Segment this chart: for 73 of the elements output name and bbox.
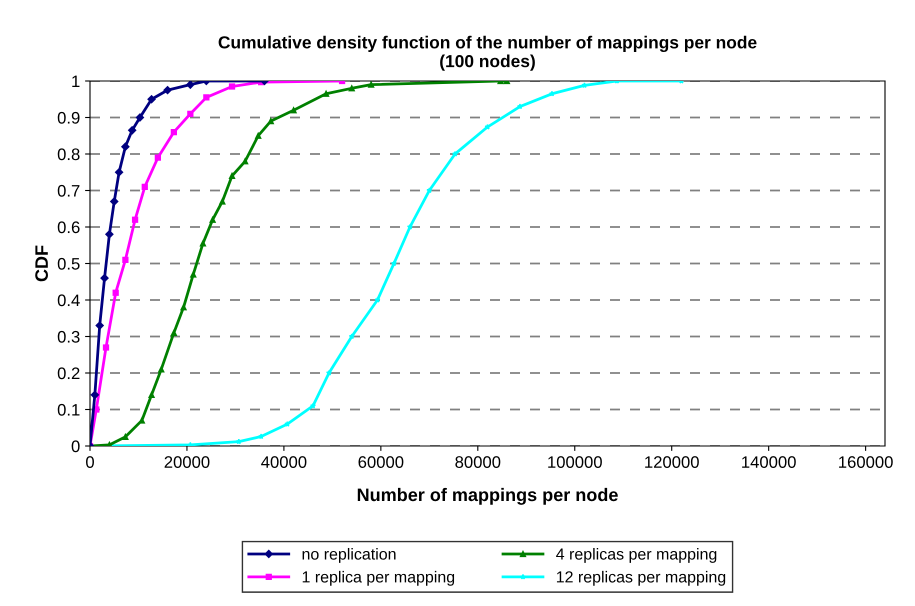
x-axis-title: Number of mappings per node <box>358 488 618 505</box>
x-tick-label: 80000 <box>455 456 500 468</box>
x-tick-label: 40000 <box>261 456 306 468</box>
y-tick-label: 0.2 <box>58 367 80 380</box>
point <box>112 290 119 296</box>
point <box>96 321 104 330</box>
point <box>390 260 397 266</box>
point <box>114 168 124 176</box>
x-tick-label: 140000 <box>742 456 796 468</box>
point <box>154 154 161 161</box>
point <box>484 124 491 130</box>
point <box>348 333 355 340</box>
legend-label: 1 replica per mapping <box>302 570 454 586</box>
point <box>326 370 332 376</box>
y-tick-label: 0.1 <box>58 404 80 416</box>
x-tick-label: 20000 <box>164 456 210 468</box>
point <box>406 224 413 230</box>
point <box>170 128 177 136</box>
x-tick-label: 120000 <box>645 456 699 468</box>
point <box>147 95 156 104</box>
point <box>368 82 374 88</box>
y-tick-label: 0.9 <box>58 112 80 124</box>
y-axis-title: CDF <box>35 246 48 282</box>
point <box>452 150 458 157</box>
point <box>132 216 138 223</box>
point <box>187 110 194 117</box>
point <box>105 230 114 238</box>
point <box>121 142 130 151</box>
point <box>142 184 148 190</box>
point <box>110 197 118 206</box>
x-tick-label: 160000 <box>839 456 893 468</box>
x-tick-label: 60000 <box>358 456 404 468</box>
point <box>374 296 380 303</box>
point <box>190 271 196 278</box>
point <box>90 390 99 400</box>
y-tick-label: 0 <box>72 440 80 452</box>
point <box>228 83 236 90</box>
legend-label: 4 replicas per mapping <box>556 548 716 563</box>
point <box>200 240 206 247</box>
chart-title: Cumulative density function of the number of mappings per node (100 nodes) <box>218 36 757 71</box>
x-tick-label: 100000 <box>548 456 602 468</box>
y-tick-label: 0.8 <box>58 148 80 160</box>
point <box>228 172 236 180</box>
y-tick-label: 0.3 <box>58 330 80 343</box>
point <box>426 187 432 194</box>
point <box>322 90 330 97</box>
point <box>219 198 226 205</box>
point <box>242 158 248 164</box>
y-tick-label: 0.5 <box>58 258 80 270</box>
point <box>180 304 187 310</box>
y-tick-label: 0.6 <box>58 221 80 234</box>
y-tick-label: 1 <box>72 76 80 88</box>
point <box>128 126 136 134</box>
legend-label: 12 replicas per mapping <box>556 570 726 586</box>
point <box>203 94 210 101</box>
point <box>102 344 110 351</box>
point <box>122 434 129 440</box>
point <box>310 402 316 409</box>
point <box>136 113 144 122</box>
legend-label: no replication <box>302 548 396 563</box>
point <box>122 256 129 263</box>
point <box>581 82 588 88</box>
point <box>163 86 172 94</box>
point <box>158 366 164 372</box>
y-tick-label: 0.4 <box>58 294 80 306</box>
point <box>138 417 145 424</box>
y-tick-label: 0.7 <box>58 184 80 197</box>
point <box>100 274 109 282</box>
point <box>290 107 297 114</box>
point <box>148 392 155 398</box>
point <box>186 81 194 89</box>
x-tick-label: 0 <box>86 456 94 468</box>
point <box>516 103 523 110</box>
